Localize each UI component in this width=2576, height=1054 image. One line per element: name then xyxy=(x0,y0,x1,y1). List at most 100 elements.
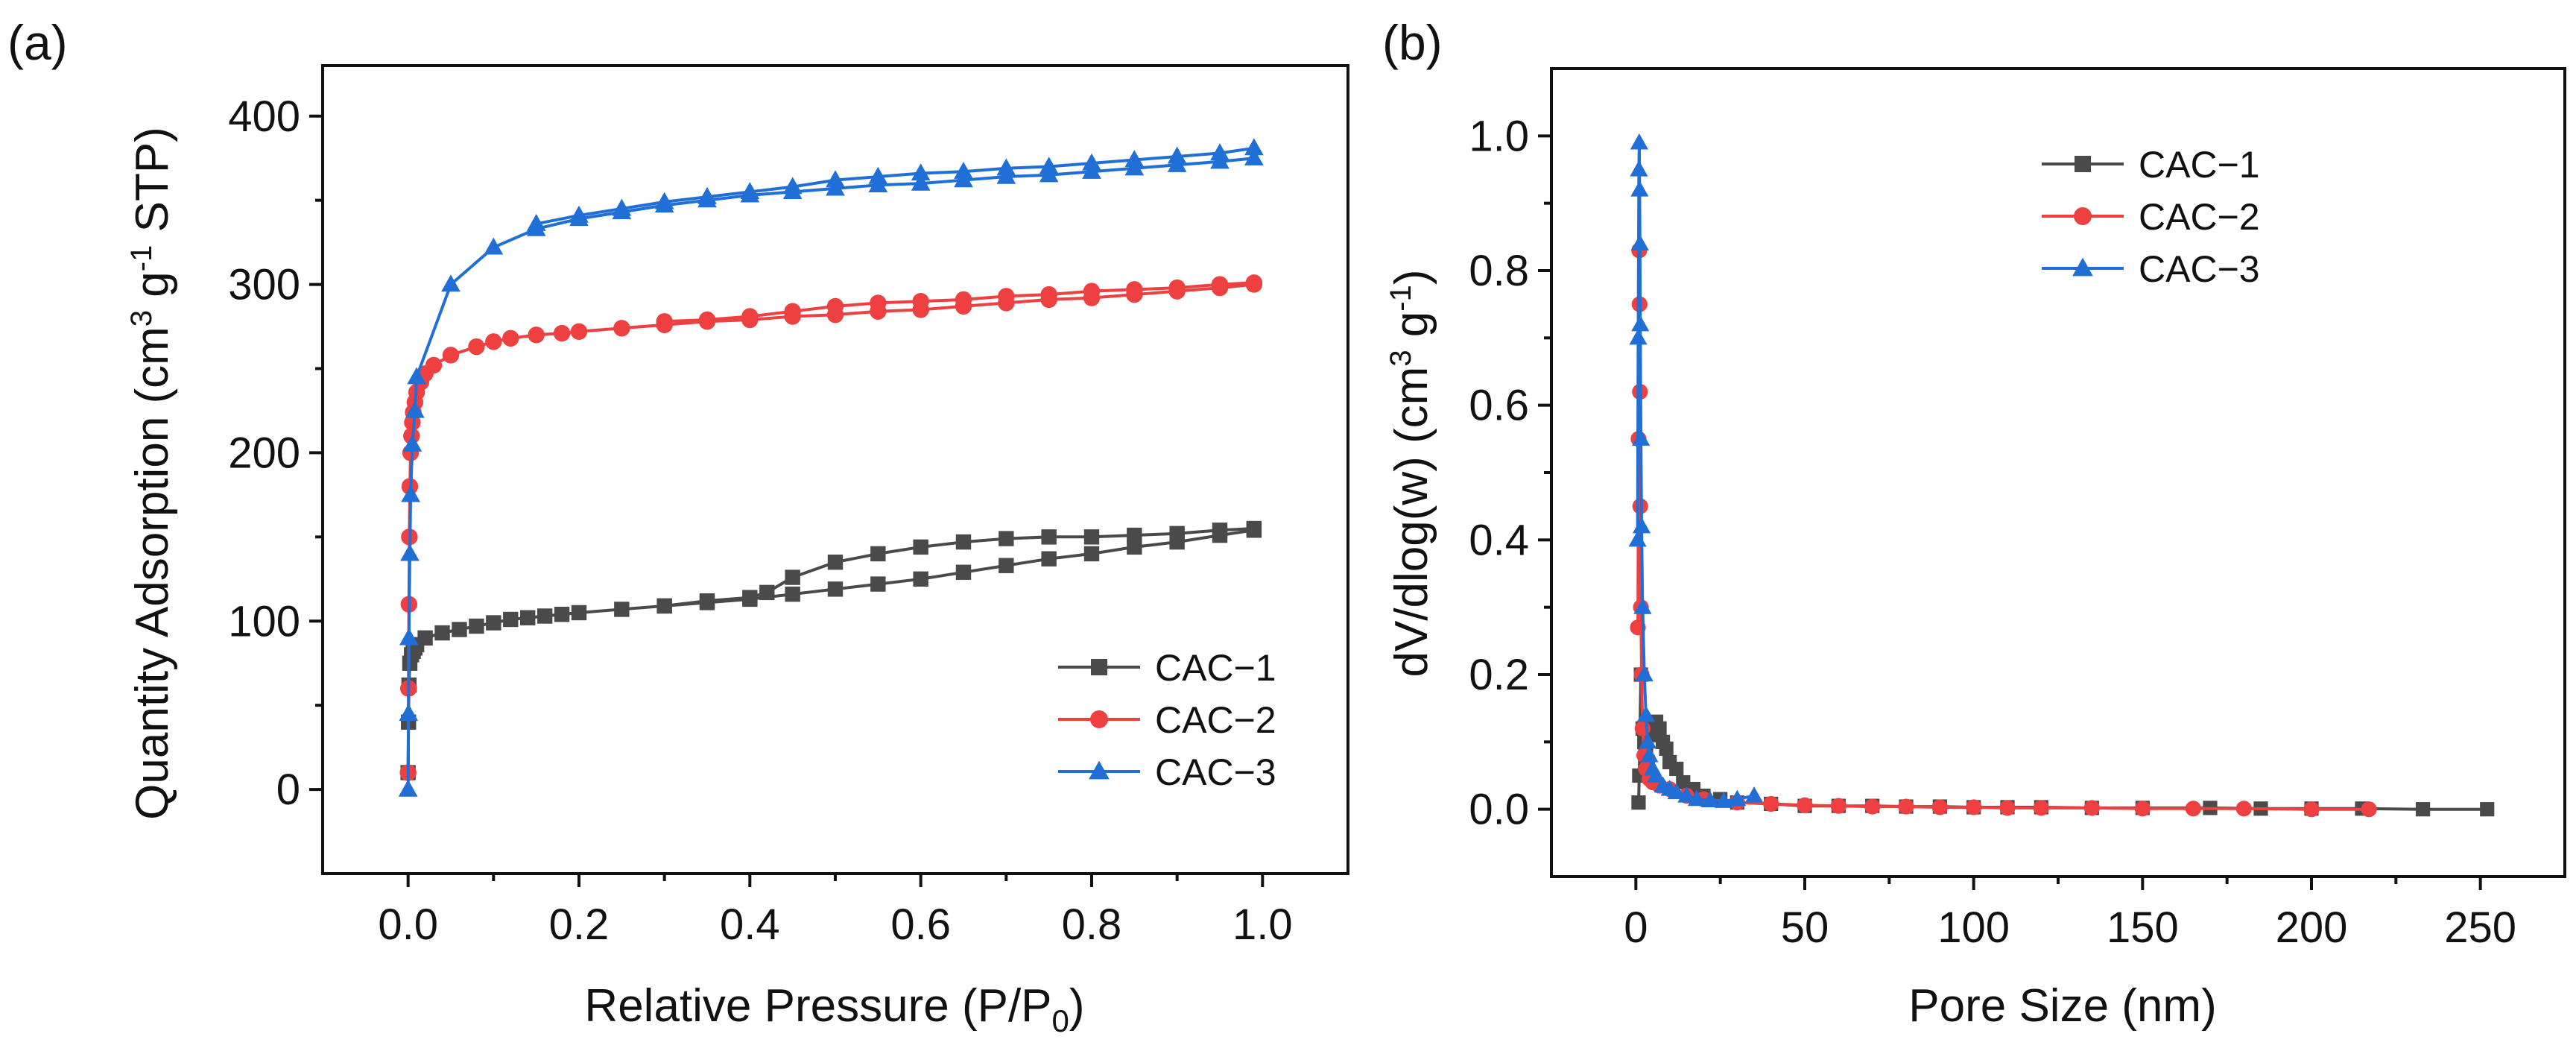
x-tick-label: 1.0 xyxy=(1232,900,1293,949)
legend-label: CAC−2 xyxy=(2139,196,2260,238)
data-point xyxy=(2185,801,2201,817)
data-point xyxy=(741,308,759,325)
data-point xyxy=(955,534,972,550)
data-point xyxy=(656,598,672,614)
data-point xyxy=(425,356,443,374)
x-tick-label: 150 xyxy=(2107,903,2179,952)
data-point xyxy=(1630,180,1649,197)
adsorption-line xyxy=(406,157,1255,790)
panel-a-legend: CAC−1 CAC−2 CAC−3 xyxy=(1058,647,1276,793)
data-point xyxy=(740,182,760,200)
data-point xyxy=(1211,276,1229,293)
data-point xyxy=(1633,598,1652,614)
series-cac-2 xyxy=(399,274,1263,781)
data-point xyxy=(1659,741,1674,756)
data-point xyxy=(1687,789,1706,807)
legend-label: CAC−3 xyxy=(2139,248,2260,290)
distribution-line xyxy=(1636,141,1755,803)
y-tick-label: 100 xyxy=(228,597,300,646)
desorption-line xyxy=(536,146,1255,226)
y-tick-label: 300 xyxy=(228,261,300,309)
data-point xyxy=(955,564,972,580)
series-cac-1 xyxy=(1631,667,2495,817)
data-point xyxy=(1244,138,1264,156)
data-point xyxy=(2361,801,2377,818)
data-point xyxy=(998,288,1015,305)
data-point xyxy=(1041,551,1057,567)
x-tick-label: 0.8 xyxy=(1062,900,1122,949)
data-point xyxy=(401,485,420,502)
panel-b-series xyxy=(1628,133,2495,818)
data-point xyxy=(1763,795,1779,812)
data-point xyxy=(759,584,775,601)
panel-b-tick-labels: 0 50 100 150 200 250 0.0 0.2 0.4 0.6 0.8 1.0 xyxy=(1469,112,2516,952)
data-point xyxy=(996,158,1016,176)
data-point xyxy=(1652,721,1667,736)
data-point xyxy=(1083,283,1101,300)
panel-a-x-axis-title: Relative Pressure (P/P0) xyxy=(584,980,1084,1038)
series-cac-2 xyxy=(1630,242,2377,818)
data-point xyxy=(1167,146,1187,164)
data-point xyxy=(999,531,1014,546)
data-point xyxy=(468,338,485,356)
data-point xyxy=(1669,761,1684,777)
data-point xyxy=(827,581,844,597)
y-tick-label: 0.0 xyxy=(1469,786,1529,834)
x-tick-label: 0.4 xyxy=(720,900,780,949)
data-point xyxy=(441,274,461,292)
data-point xyxy=(2303,801,2320,818)
data-point xyxy=(569,205,589,223)
data-point xyxy=(1797,797,1813,813)
data-point xyxy=(1830,798,1846,814)
data-point xyxy=(537,608,553,624)
panel-a-label: (a) xyxy=(7,15,68,70)
data-point xyxy=(2134,801,2151,817)
panel-b-pore-size-distribution: (b) 0 50 100 150 200 250 0.0 0.2 0.4 0.6 0.8 1.0 CA… xyxy=(1382,15,2566,1032)
data-point xyxy=(1715,792,1733,808)
data-point xyxy=(1126,281,1143,298)
data-point xyxy=(1631,795,1646,810)
data-point xyxy=(868,166,888,184)
data-point xyxy=(1647,766,1665,783)
data-point xyxy=(785,569,800,585)
data-point xyxy=(697,186,717,204)
data-point xyxy=(1667,783,1686,800)
data-point xyxy=(1631,315,1650,332)
panel-a-series xyxy=(398,138,1264,797)
series-cac-3 xyxy=(1628,133,1764,808)
data-point xyxy=(1629,328,1648,345)
data-point xyxy=(1041,529,1057,545)
data-point xyxy=(2235,801,2252,817)
data-point xyxy=(400,543,420,561)
data-point xyxy=(469,618,484,634)
data-point xyxy=(870,546,886,562)
distribution-line xyxy=(1637,673,2487,811)
x-tick-label: 100 xyxy=(1937,903,2010,952)
legend-marker xyxy=(1091,659,1107,675)
data-point xyxy=(699,593,715,609)
data-point xyxy=(554,607,570,622)
data-point xyxy=(1966,799,1982,815)
data-point xyxy=(1127,539,1142,555)
data-point xyxy=(2083,800,2100,816)
data-point xyxy=(1632,429,1651,446)
data-point xyxy=(502,329,519,347)
data-point xyxy=(399,628,419,646)
panel-b-plot-frame xyxy=(1550,67,2566,878)
data-point xyxy=(1040,285,1057,303)
x-tick-label: 0.0 xyxy=(378,900,438,949)
data-point xyxy=(1245,274,1263,291)
data-point xyxy=(1169,526,1185,542)
data-point xyxy=(520,610,536,625)
panel-a-adsorption-isotherm: (a) 0.0 0.2 0.4 0.6 0.8 1.0 0 100 200 300 400 CAC−… xyxy=(7,15,1349,1038)
x-tick-label: 0.2 xyxy=(549,900,610,949)
data-point xyxy=(1744,786,1764,803)
x-tick-label: 50 xyxy=(1781,903,1829,952)
data-point xyxy=(570,323,588,341)
y-tick-label: 0 xyxy=(276,766,300,814)
data-point xyxy=(2033,800,2049,816)
data-point xyxy=(571,605,587,621)
legend-marker xyxy=(2072,257,2093,277)
x-tick-label: 0 xyxy=(1624,903,1648,952)
data-point xyxy=(911,163,931,181)
